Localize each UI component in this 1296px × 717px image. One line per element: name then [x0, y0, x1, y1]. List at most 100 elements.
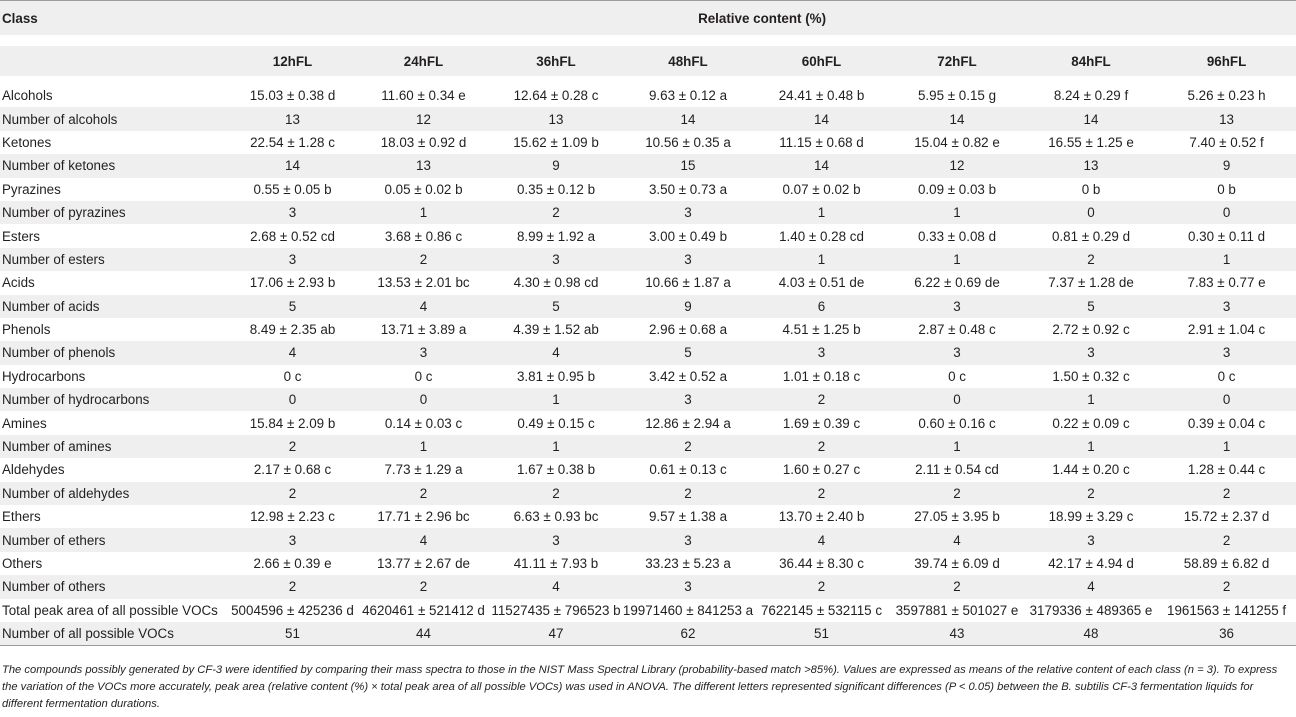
table-cell: 0.61 ± 0.13 c: [649, 462, 727, 478]
column-header: 24hFL: [357, 46, 490, 76]
table-cell: 1: [1157, 247, 1296, 272]
table-cell: 10.66 ± 1.87 a: [645, 275, 731, 291]
table-cell: 1: [490, 434, 622, 459]
table-cell: 1.69 ± 0.39 c: [782, 415, 861, 431]
header-row-2: 12hFL 24hFL 36hFL 48hFL 60hFL 72hFL 84hF…: [0, 46, 1296, 76]
column-header: 36hFL: [490, 46, 622, 76]
table-row: Aldehydes 2.17 ± 0.68 c 7.73 ± 1.29 a 1.67 …: [0, 458, 1296, 481]
table-cell: 13: [1025, 154, 1157, 178]
table-cell: 3: [228, 200, 357, 225]
table-row: Ketones 22.54 ± 1.28 c 18.03 ± 0.92 d 15.62…: [0, 131, 1296, 154]
table-cell: 0 c: [414, 368, 433, 384]
column-header: 72hFL: [889, 46, 1025, 76]
table-row: Number of alcohols 13 12 13 14 14 14 14 13: [0, 107, 1296, 131]
table-cell: 14: [1025, 107, 1157, 131]
row-label: Number of alcohols: [0, 107, 228, 131]
table-cell: 0.07 ± 0.02 b: [782, 181, 861, 197]
table-cell: 1.67 ± 0.38 b: [516, 462, 596, 478]
table-cell: 0.35 ± 0.12 b: [516, 181, 596, 197]
table-cell: 24.41 ± 0.48 b: [778, 88, 865, 104]
table-cell: 2: [228, 434, 357, 459]
row-label: Total peak area of all possible VOCs: [2, 602, 218, 618]
table-cell: 13: [1157, 107, 1296, 131]
table-cell: 2: [754, 481, 889, 506]
table-cell: 15: [622, 154, 754, 178]
table-cell: 5: [490, 294, 622, 318]
table-cell: 1: [1025, 434, 1157, 459]
table-cell: 3: [490, 247, 622, 272]
table-cell: 0: [1157, 388, 1296, 412]
table-row: Acids 17.06 ± 2.93 b 13.53 ± 2.01 bc 4.30 ±…: [0, 271, 1296, 294]
table-cell: 48: [1025, 621, 1157, 647]
table-cell: 15.84 ± 2.09 b: [249, 415, 336, 431]
row-label: Number of phenols: [0, 341, 228, 365]
table-cell: 0: [1025, 200, 1157, 225]
table-cell: 2.17 ± 0.68 c: [253, 462, 332, 478]
table-cell: 6: [754, 294, 889, 318]
row-label: Number of pyrazines: [0, 200, 228, 225]
header-row-1: Class Relative content (%): [0, 0, 1296, 35]
row-label: Number of all possible VOCs: [0, 621, 228, 647]
table-row: Ethers 12.98 ± 2.23 c 17.71 ± 2.96 bc 6.63 …: [0, 505, 1296, 528]
table-cell: 1961563 ± 141255 f: [1167, 602, 1287, 618]
table-cell: 39.74 ± 6.09 d: [914, 556, 1000, 571]
table-cell: 3: [622, 575, 754, 599]
table-cell: 3: [889, 294, 1025, 318]
table-row: Pyrazines 0.55 ± 0.05 b 0.05 ± 0.02 b 0.35 …: [0, 178, 1296, 201]
table-cell: 1.40 ± 0.28 cd: [779, 228, 864, 244]
row-label: Number of ketones: [0, 154, 228, 178]
table-cell: 3: [622, 247, 754, 272]
table-cell: 6.22 ± 0.69 de: [914, 275, 1000, 291]
row-label: Phenols: [2, 322, 51, 338]
table-cell: 3: [1025, 528, 1157, 552]
table-cell: 5.26 ± 0.23 h: [1187, 88, 1266, 104]
table-cell: 2.96 ± 0.68 a: [648, 322, 728, 338]
table-cell: 0.09 ± 0.03 b: [917, 181, 997, 197]
table-cell: 14: [889, 107, 1025, 131]
column-header: 96hFL: [1157, 46, 1296, 76]
table-cell: 11.60 ± 0.34 e: [381, 88, 466, 104]
table-cell: 47: [490, 621, 622, 647]
table-cell: 36.44 ± 8.30 c: [779, 556, 864, 571]
row-label: Hydrocarbons: [2, 368, 86, 384]
table-cell: 1: [889, 200, 1025, 225]
table-cell: 9.57 ± 1.38 a: [648, 509, 728, 525]
table-cell: 1: [754, 247, 889, 272]
table-row: Number of others 2 2 4 3 2 2 4 2: [0, 575, 1296, 599]
table-cell: 2.72 ± 0.92 c: [1052, 322, 1130, 338]
table-cell: 0.81 ± 0.29 d: [1051, 228, 1131, 244]
table-cell: 2: [357, 481, 490, 506]
table-cell: 1.01 ± 0.18 c: [782, 368, 861, 384]
table-cell: 4: [490, 341, 622, 365]
table-row: Number of amines 2 1 1 2 2 1 1 1: [0, 434, 1296, 459]
table-cell: 3.50 ± 0.73 a: [648, 181, 728, 197]
column-header: 60hFL: [754, 46, 889, 76]
table-cell: 13: [228, 107, 357, 131]
table-cell: 7.83 ± 0.77 e: [1187, 275, 1266, 291]
table-cell: 7622145 ± 532115 c: [760, 602, 883, 618]
table-cell: 15.62 ± 1.09 b: [513, 134, 599, 150]
table-cell: 14: [754, 154, 889, 178]
table-cell: 9: [490, 154, 622, 178]
row-label: Amines: [2, 415, 47, 431]
table-cell: 0.33 ± 0.08 d: [917, 228, 997, 244]
table-cell: 3: [754, 341, 889, 365]
table-cell: 2: [1157, 528, 1296, 552]
table-cell: 3: [490, 528, 622, 552]
table-cell: 2: [228, 481, 357, 506]
row-label: Acids: [2, 275, 35, 291]
row-label: Pyrazines: [2, 181, 61, 197]
table-cell: 17.06 ± 2.93 b: [249, 275, 336, 291]
table-cell: 9.63 ± 0.12 a: [648, 88, 728, 104]
table-cell: 3: [1157, 341, 1296, 365]
row-label: Alcohols: [2, 88, 53, 104]
table-cell: 8.99 ± 1.92 a: [516, 228, 596, 244]
table-cell: 0.39 ± 0.04 c: [1187, 415, 1266, 431]
table-cell: 4: [889, 528, 1025, 552]
table-cell: 2: [1025, 247, 1157, 272]
table-cell: 13.53 ± 2.01 bc: [377, 275, 470, 291]
table-row: Number of all possible VOCs 51 44 47 62 51 43 4…: [0, 621, 1296, 647]
table-row: Number of aldehydes 2 2 2 2 2 2 2 2: [0, 481, 1296, 506]
table-cell: 62: [622, 621, 754, 647]
row-label: Number of amines: [0, 434, 228, 459]
